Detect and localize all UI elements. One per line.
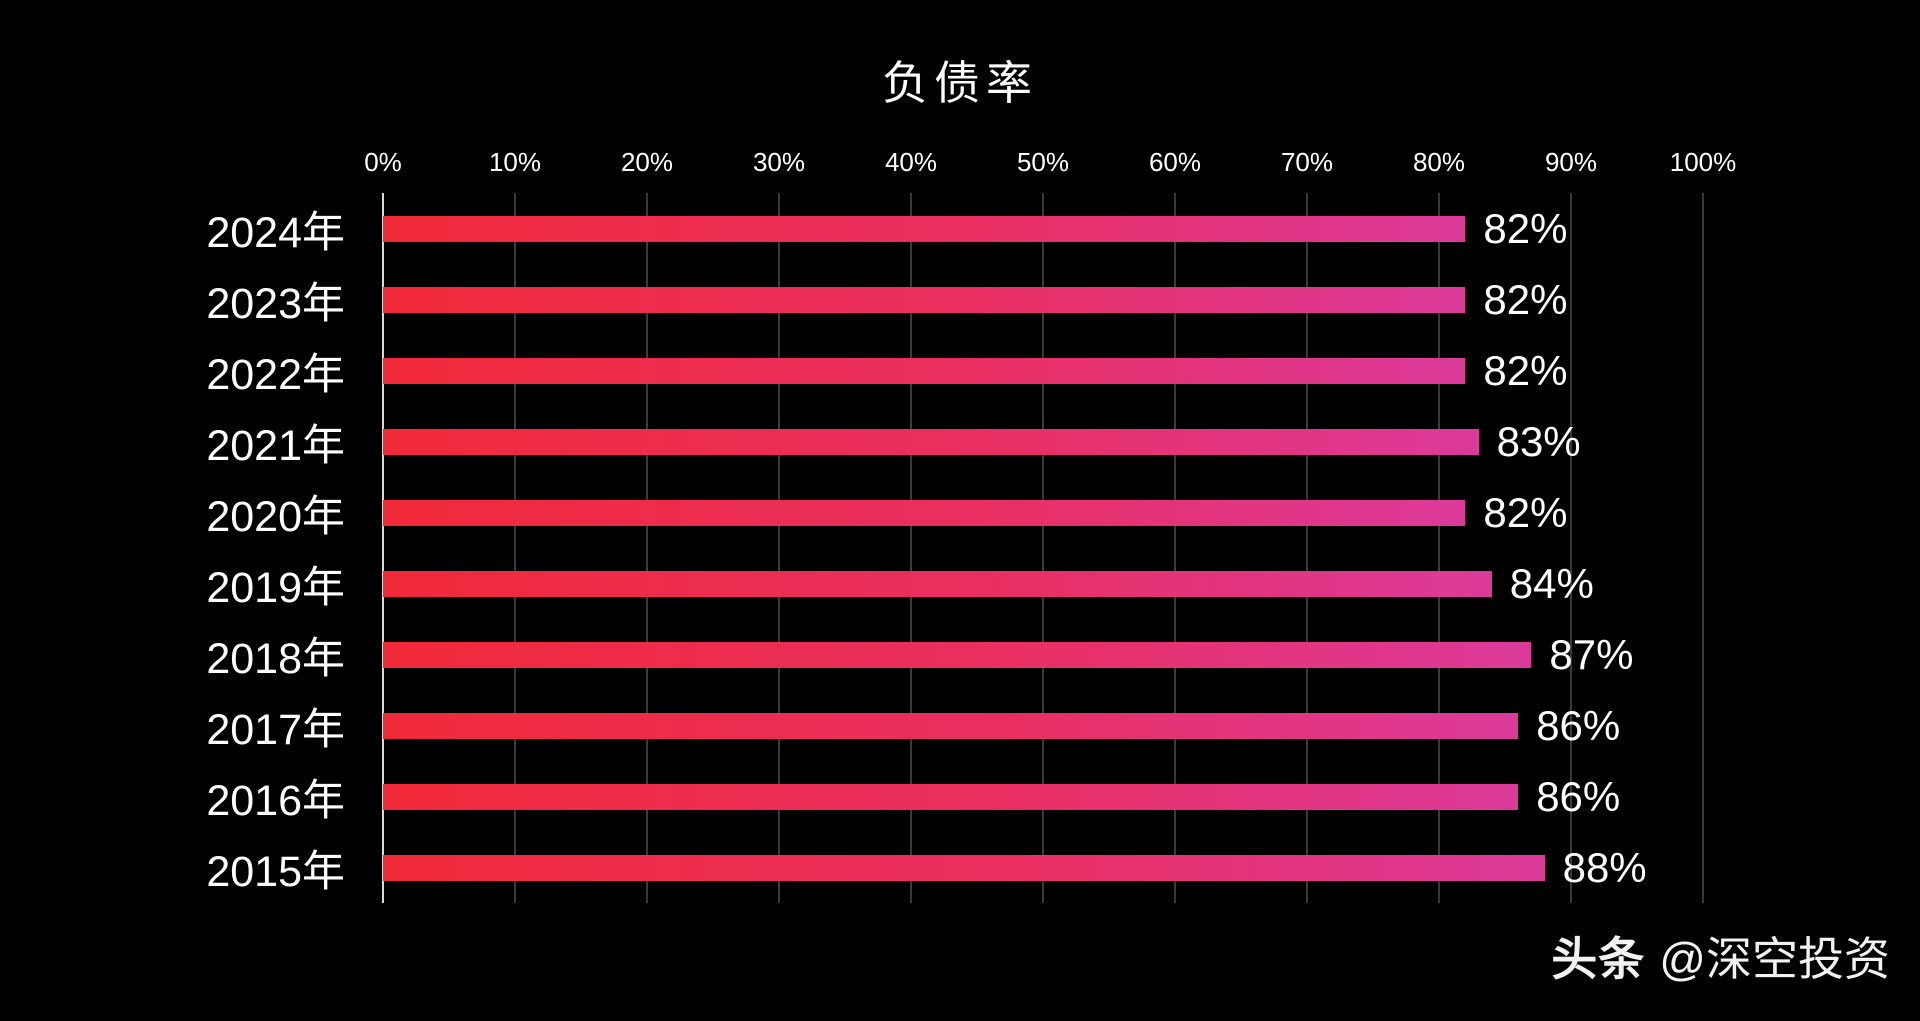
x-tick-label: 30% xyxy=(752,147,806,177)
bar xyxy=(383,570,1492,597)
bar-row: 87% xyxy=(383,619,1703,690)
bar-row: 86% xyxy=(383,690,1703,761)
plot-area: 82% 82% 82% 83% 82% 84% 87% 86% 86% 88% xyxy=(382,193,1704,903)
category-label: 2021年 xyxy=(206,421,345,470)
bar-row: 82% xyxy=(383,477,1703,548)
x-tick-label: 100% xyxy=(1669,147,1737,177)
value-label: 83% xyxy=(1496,417,1581,465)
x-tick-label: 60% xyxy=(1148,147,1202,177)
bar xyxy=(383,428,1479,455)
category-label: 2019年 xyxy=(206,563,345,612)
category-label: 2020年 xyxy=(206,492,345,541)
value-label: 82% xyxy=(1483,488,1568,536)
value-label: 82% xyxy=(1483,204,1568,252)
value-label: 82% xyxy=(1483,275,1568,323)
watermark: 头条 @深空投资 xyxy=(1551,923,1890,989)
value-label: 88% xyxy=(1562,843,1647,891)
category-axis: 2024年 2023年 2022年 2021年 2020年 2019年 2018年 2017年… xyxy=(130,193,345,903)
bar xyxy=(383,854,1545,881)
category-label: 2023年 xyxy=(206,279,345,328)
value-label: 87% xyxy=(1549,630,1634,678)
watermark-brand-logo: 头条 xyxy=(1551,933,1646,985)
x-tick-label: 90% xyxy=(1544,147,1598,177)
bar-row: 82% xyxy=(383,193,1703,264)
y-axis-line xyxy=(382,193,384,903)
bar-row: 84% xyxy=(383,548,1703,619)
bar xyxy=(383,641,1532,668)
gridline xyxy=(1174,193,1176,903)
category-label: 2015年 xyxy=(206,847,345,896)
gridline xyxy=(778,193,780,903)
x-tick-label: 50% xyxy=(1016,147,1070,177)
gridline xyxy=(1306,193,1308,903)
gridline xyxy=(1042,193,1044,903)
gridline xyxy=(1702,193,1704,903)
gridline xyxy=(514,193,516,903)
bar xyxy=(383,357,1466,384)
bar-row: 88% xyxy=(383,832,1703,903)
x-tick-label: 70% xyxy=(1280,147,1334,177)
bar-row: 86% xyxy=(383,761,1703,832)
x-axis-tick-row: 0% 10% 20% 30% 40% 50% 60% 70% 80% 90% 100% xyxy=(364,144,1736,180)
gridline xyxy=(1438,193,1440,903)
category-label: 2024年 xyxy=(206,208,345,257)
bar-row: 82% xyxy=(383,264,1703,335)
bar xyxy=(383,712,1519,739)
bar xyxy=(383,499,1466,526)
category-label: 2022年 xyxy=(206,350,345,399)
bar-row: 83% xyxy=(383,406,1703,477)
x-tick-label: 20% xyxy=(620,147,674,177)
gridline xyxy=(1570,193,1572,903)
value-label: 86% xyxy=(1536,772,1621,820)
x-tick-label: 10% xyxy=(488,147,542,177)
bar xyxy=(383,215,1466,242)
x-tick-label: 40% xyxy=(884,147,938,177)
bar-row: 82% xyxy=(383,335,1703,406)
x-tick-label: 0% xyxy=(364,147,402,177)
bar xyxy=(383,286,1466,313)
value-label: 86% xyxy=(1536,701,1621,749)
watermark-handle: @深空投资 xyxy=(1659,933,1890,985)
category-label: 2017年 xyxy=(206,705,345,754)
gridline xyxy=(910,193,912,903)
value-label: 84% xyxy=(1509,559,1594,607)
value-label: 82% xyxy=(1483,346,1568,394)
category-label: 2016年 xyxy=(206,776,345,825)
bar xyxy=(383,783,1519,810)
category-label: 2018年 xyxy=(206,634,345,683)
x-tick-label: 80% xyxy=(1412,147,1466,177)
chart-title: 负债率 xyxy=(882,57,1038,109)
gridline xyxy=(646,193,648,903)
